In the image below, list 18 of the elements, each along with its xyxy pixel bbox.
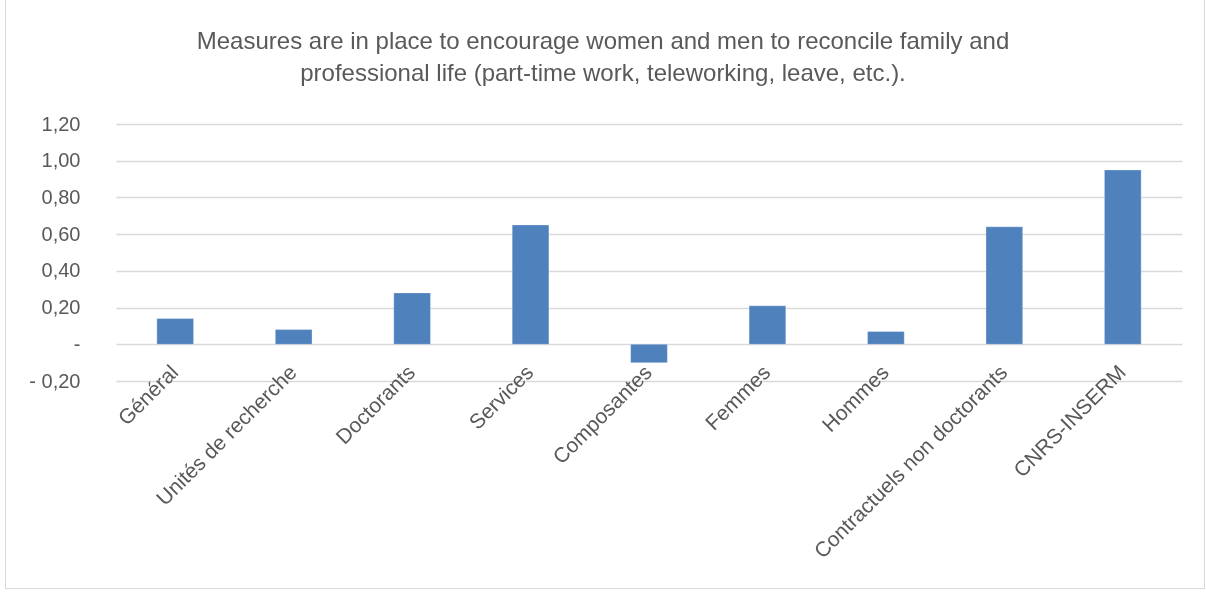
y-tick-label: 0,40 [41,259,81,282]
y-tick-label: - [73,332,81,355]
bar [630,343,668,363]
y-tick-label: 0,60 [41,222,81,245]
bar [393,292,431,345]
bar [1104,169,1142,345]
chart-title: Measures are in place to encourage women and men to reconcile family and professional life (part-time work, teleworking, leave, etc.). [196,27,1010,86]
bar [985,226,1023,345]
y-tick-label: 0,20 [41,296,81,319]
y-tick-label: 0,80 [41,185,81,208]
bar [275,329,313,345]
bar [156,318,194,345]
bar [511,224,550,345]
y-tick-label: 1,20 [41,112,81,135]
y-tick-label: - 0,20 [29,369,81,392]
bar [748,305,787,345]
y-tick-label: 1,00 [41,149,81,172]
bar [867,331,905,345]
